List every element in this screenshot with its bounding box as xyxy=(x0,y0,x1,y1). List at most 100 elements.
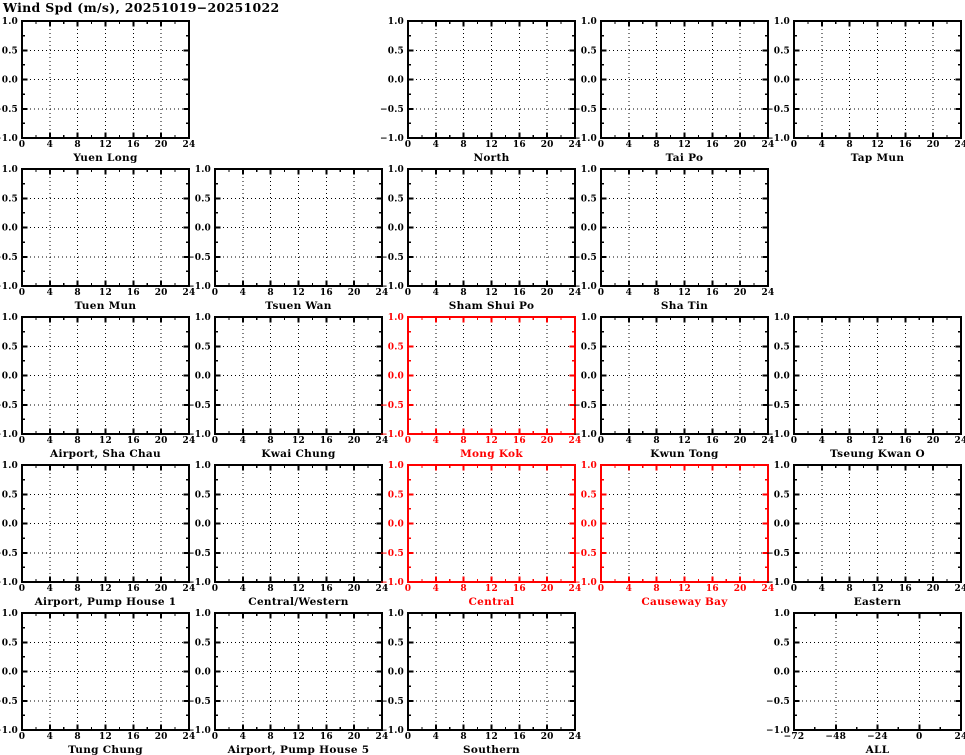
x-tick-label: 24 xyxy=(376,732,389,742)
subplot-tuen-mun: 0 4 8 12 16 20 24 1.0 0.5 0.0 −0.5 −1.0 Tuen Mun xyxy=(0,165,196,312)
y-tick-label: 0.0 xyxy=(388,224,404,234)
x-tick-label: 0 xyxy=(791,436,797,446)
y-tick-label: 0.0 xyxy=(581,224,597,234)
x-tick-label: 24 xyxy=(569,436,582,446)
y-tick-label: −1.0 xyxy=(766,134,790,144)
x-tick-label: 8 xyxy=(74,584,80,594)
y-tick-label: −0.5 xyxy=(187,253,211,263)
x-tick-label: 0 xyxy=(405,288,411,298)
x-tick-label: 20 xyxy=(734,288,747,298)
y-tick-label: −0.5 xyxy=(187,549,211,559)
y-tick-label: 0.0 xyxy=(774,76,790,86)
x-tick-label: 8 xyxy=(653,140,659,150)
x-tick-label: 12 xyxy=(99,288,112,298)
plot-frame xyxy=(407,20,576,139)
x-tick-label: 0 xyxy=(212,436,218,446)
subplot-title: Airport, Pump House 5 xyxy=(227,744,370,755)
y-tick-label: 0.5 xyxy=(774,46,790,56)
x-tick-label: 12 xyxy=(485,140,498,150)
x-tick-label: 20 xyxy=(541,288,554,298)
x-tick-label: 8 xyxy=(267,288,273,298)
y-tick-label: 0.0 xyxy=(581,520,597,530)
x-tick-label: 20 xyxy=(541,140,554,150)
x-tick-label: 20 xyxy=(541,584,554,594)
x-tick-label: 8 xyxy=(846,436,852,446)
x-tick-label: 12 xyxy=(292,288,305,298)
y-tick-label: −0.5 xyxy=(766,401,790,411)
subplot-title: Kwai Chung xyxy=(261,448,336,460)
x-tick-label: −24 xyxy=(867,732,888,742)
x-tick-label: 24 xyxy=(183,288,196,298)
subplot-sha-tin: 0 4 8 12 16 20 24 1.0 0.5 0.0 −0.5 −1.0 Sha Tin xyxy=(573,165,774,312)
plot-frame xyxy=(214,168,383,287)
subplot-tai-po: 0 4 8 12 16 20 24 1.0 0.5 0.0 −0.5 −1.0 Tai Po xyxy=(573,17,774,164)
x-tick-label: 12 xyxy=(99,584,112,594)
subplot-title: Central xyxy=(469,596,515,608)
x-tick-label: 20 xyxy=(155,732,168,742)
x-tick-label: 8 xyxy=(460,140,466,150)
x-tick-label: 4 xyxy=(47,140,53,150)
plot-frame xyxy=(214,464,383,583)
y-tick-label: −1.0 xyxy=(380,282,404,292)
y-tick-label: −1.0 xyxy=(187,726,211,736)
y-tick-label: −0.5 xyxy=(0,549,18,559)
x-tick-label: 8 xyxy=(74,140,80,150)
subplot-title: Airport, Pump House 1 xyxy=(34,596,177,608)
y-tick-label: −1.0 xyxy=(573,430,597,440)
subplot-title: Sham Shui Po xyxy=(449,300,535,312)
plot-frame xyxy=(600,20,769,139)
x-tick-label: 0 xyxy=(19,140,25,150)
y-tick-label: 1.0 xyxy=(388,165,404,175)
x-tick-label: 0 xyxy=(916,732,922,742)
x-tick-label: 4 xyxy=(819,140,825,150)
y-tick-label: −0.5 xyxy=(380,105,404,115)
subplot-tsuen-wan: 0 4 8 12 16 20 24 1.0 0.5 0.0 −0.5 −1.0 Tsuen Wan xyxy=(187,165,388,312)
x-tick-label: 4 xyxy=(433,140,439,150)
y-tick-label: −0.5 xyxy=(187,401,211,411)
x-tick-label: 12 xyxy=(871,584,884,594)
plot-frame xyxy=(21,612,190,731)
x-tick-label: 4 xyxy=(626,584,632,594)
subplot-airport-pump-house-1: 0 4 8 12 16 20 24 1.0 0.5 0.0 −0.5 −1.0 Airport, Pum… xyxy=(0,461,195,608)
y-tick-label: 1.0 xyxy=(388,609,404,619)
subplot-title: Causeway Bay xyxy=(641,596,728,608)
x-tick-label: 12 xyxy=(292,584,305,594)
y-tick-label: 1.0 xyxy=(195,165,211,175)
y-tick-label: −1.0 xyxy=(573,282,597,292)
y-tick-label: 0.0 xyxy=(774,520,790,530)
y-tick-label: −1.0 xyxy=(380,430,404,440)
x-tick-label: 24 xyxy=(376,436,389,446)
y-tick-label: −0.5 xyxy=(0,105,18,115)
x-tick-label: 16 xyxy=(513,732,526,742)
y-tick-label: 0.5 xyxy=(581,194,597,204)
y-tick-label: −1.0 xyxy=(766,430,790,440)
x-tick-label: 24 xyxy=(183,140,196,150)
y-tick-label: −1.0 xyxy=(0,134,18,144)
x-tick-label: 16 xyxy=(320,732,333,742)
x-tick-label: 4 xyxy=(626,140,632,150)
x-tick-label: 8 xyxy=(846,140,852,150)
y-tick-label: 1.0 xyxy=(774,313,790,323)
y-tick-label: 1.0 xyxy=(2,165,18,175)
y-tick-label: 0.0 xyxy=(2,76,18,86)
y-tick-label: 0.0 xyxy=(195,668,211,678)
plot-frame xyxy=(21,20,190,139)
subplot-central: 0 4 8 12 16 20 24 1.0 0.5 0.0 −0.5 −1.0 Central xyxy=(380,461,581,608)
x-tick-label: 20 xyxy=(927,140,940,150)
subplot-tap-mun: 0 4 8 12 16 20 24 1.0 0.5 0.0 −0.5 −1.0 Tap Mun xyxy=(766,17,965,164)
x-tick-label: 16 xyxy=(513,584,526,594)
x-tick-label: 0 xyxy=(598,584,604,594)
x-tick-label: 4 xyxy=(819,436,825,446)
y-tick-label: 1.0 xyxy=(195,609,211,619)
x-tick-label: 24 xyxy=(183,732,196,742)
subplot-north: 0 4 8 12 16 20 24 1.0 0.5 0.0 −0.5 −1.0 North xyxy=(380,17,581,164)
x-tick-label: 4 xyxy=(433,584,439,594)
y-tick-label: 0.0 xyxy=(2,520,18,530)
subplot-title: Southern xyxy=(463,744,520,755)
x-tick-label: 20 xyxy=(348,584,361,594)
plot-frame xyxy=(793,20,962,139)
x-tick-label: 12 xyxy=(485,584,498,594)
subplot-title: Tsuen Wan xyxy=(265,300,331,312)
x-tick-label: 12 xyxy=(871,140,884,150)
x-tick-label: 16 xyxy=(320,436,333,446)
